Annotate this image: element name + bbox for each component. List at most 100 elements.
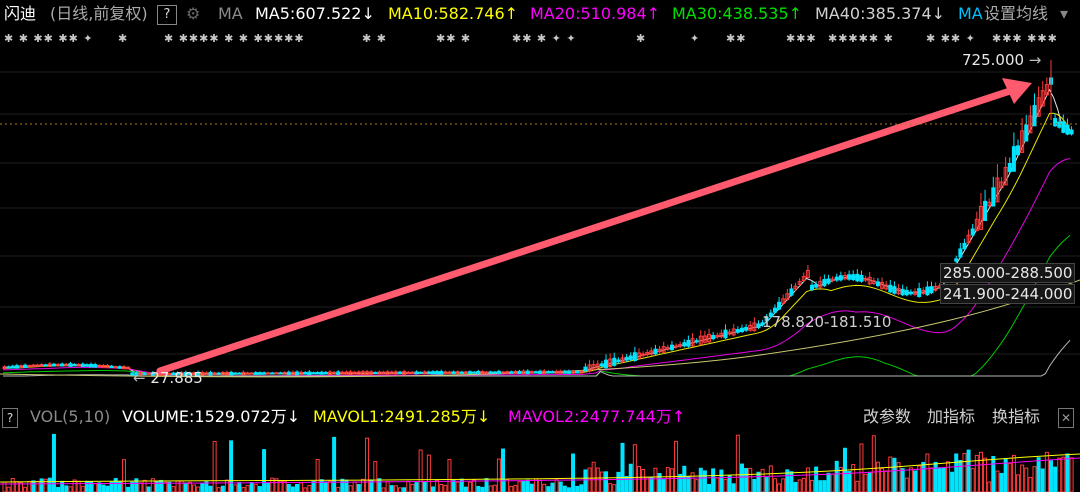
switch-indicator-button[interactable]: 换指标 bbox=[992, 407, 1041, 426]
volume-bar bbox=[826, 472, 831, 492]
volume-bar bbox=[68, 486, 73, 492]
volume-bar bbox=[632, 444, 637, 492]
settings-ma-button[interactable]: 设置均线 bbox=[984, 4, 1049, 23]
candle-body bbox=[220, 372, 225, 376]
candle-body bbox=[56, 363, 61, 367]
candle-body bbox=[344, 371, 349, 375]
stock-name: 闪迪 bbox=[4, 4, 37, 23]
volume-bar bbox=[200, 483, 205, 492]
volume-bar bbox=[608, 483, 613, 492]
signal-marker-icon: ✱✱✱✱✱ ✱ bbox=[828, 32, 894, 45]
candle-body bbox=[983, 200, 988, 222]
candle-body bbox=[204, 372, 209, 376]
volume-bar bbox=[356, 484, 361, 492]
volume-bar bbox=[1003, 458, 1008, 492]
volume-bar bbox=[855, 480, 860, 492]
volume-indicator-name: VOL(5,10) bbox=[30, 407, 111, 426]
volume-bar bbox=[43, 478, 48, 492]
volume-text: VOLUME:1529.072万 bbox=[122, 407, 287, 426]
volume-bar bbox=[1007, 462, 1012, 492]
candle-body bbox=[756, 323, 761, 328]
volume-bar bbox=[1065, 453, 1070, 492]
volume-bar bbox=[678, 473, 683, 492]
volume-bar bbox=[900, 468, 905, 492]
candle-body bbox=[649, 350, 654, 355]
candle-body bbox=[352, 371, 357, 375]
volume-header: ? VOL(5,10) VOLUME:1529.072万↓ MAVOL1:249… bbox=[0, 404, 1080, 430]
volume-bar bbox=[966, 449, 971, 492]
volume-bar bbox=[418, 449, 423, 492]
volume-bar bbox=[818, 480, 823, 492]
volume-bar bbox=[641, 468, 646, 492]
add-indicator-button[interactable]: 加指标 bbox=[927, 407, 976, 426]
low-price-label: ← 27.885 bbox=[133, 369, 203, 387]
volume-bar bbox=[1032, 466, 1037, 492]
candle-body bbox=[566, 370, 571, 374]
candle-body bbox=[768, 312, 773, 317]
volume-bar bbox=[455, 481, 460, 492]
candle-body bbox=[480, 371, 485, 375]
volume-bar bbox=[167, 481, 172, 492]
volume-bar bbox=[995, 470, 1000, 492]
volume-bar bbox=[987, 481, 992, 492]
arrow-left-icon: ← bbox=[133, 369, 151, 387]
volume-bar bbox=[377, 478, 382, 492]
indicator-header: 闪迪 (日线,前复权) ? ⚙ MA MA5:607.522↓ MA10:582… bbox=[0, 0, 1080, 28]
volume-bar bbox=[299, 482, 304, 492]
candle-body bbox=[558, 370, 563, 374]
volume-bar bbox=[488, 485, 493, 492]
volume-bar bbox=[538, 479, 543, 492]
volume-bar bbox=[760, 468, 765, 492]
candle-body bbox=[744, 326, 749, 331]
kline-chart[interactable] bbox=[0, 50, 1080, 402]
candle-body bbox=[715, 334, 720, 338]
volume-help-button[interactable]: ? bbox=[2, 408, 18, 428]
candle-body bbox=[562, 370, 567, 374]
volume-bar bbox=[958, 460, 963, 492]
candle-body bbox=[822, 279, 827, 287]
candle-body bbox=[863, 278, 868, 281]
volume-bar bbox=[303, 487, 308, 492]
candle-body bbox=[60, 363, 65, 367]
volume-bar bbox=[945, 461, 950, 492]
long-ma-line bbox=[0, 279, 1080, 378]
volume-bar bbox=[381, 487, 386, 492]
volume-bar bbox=[352, 481, 357, 492]
volume-bar bbox=[295, 483, 300, 492]
candle-body bbox=[472, 371, 477, 374]
ma5-arrow: ↓ bbox=[361, 4, 375, 23]
volume-bar bbox=[311, 480, 316, 492]
candle-body bbox=[995, 177, 1000, 203]
volume-bar bbox=[789, 471, 794, 492]
volume-chart[interactable] bbox=[0, 430, 1080, 492]
volume-bar bbox=[748, 467, 753, 492]
volume-bar bbox=[332, 436, 337, 492]
edit-params-button[interactable]: 改参数 bbox=[863, 407, 912, 426]
candle-body bbox=[68, 363, 73, 367]
candle-body bbox=[286, 371, 291, 376]
candle-body bbox=[84, 364, 89, 367]
candle-body bbox=[303, 371, 308, 375]
help-button[interactable]: ? bbox=[157, 5, 177, 25]
gear-icon[interactable]: ⚙ bbox=[186, 4, 201, 23]
candle-body bbox=[571, 370, 576, 374]
volume-bar bbox=[562, 485, 567, 492]
candle-body bbox=[113, 366, 118, 369]
volume-bar bbox=[628, 463, 633, 492]
volume-bar bbox=[307, 485, 312, 492]
candle-body bbox=[896, 288, 901, 295]
chevron-down-icon[interactable]: ▾ bbox=[1060, 4, 1069, 23]
candle-body bbox=[851, 274, 856, 281]
mavol1-text: MAVOL1:2491.285万 bbox=[313, 407, 477, 426]
candle-body bbox=[921, 290, 926, 294]
mavol1-line bbox=[0, 453, 1080, 483]
volume-bar bbox=[727, 474, 732, 492]
arrow-right-icon: → bbox=[1024, 51, 1042, 69]
candle-body bbox=[682, 342, 687, 347]
close-icon[interactable]: ✕ bbox=[1058, 408, 1074, 428]
candle-body bbox=[393, 371, 398, 375]
candle-body bbox=[838, 275, 843, 281]
candle-body bbox=[533, 371, 538, 374]
candle-body bbox=[422, 371, 427, 375]
candle-body bbox=[327, 371, 332, 375]
